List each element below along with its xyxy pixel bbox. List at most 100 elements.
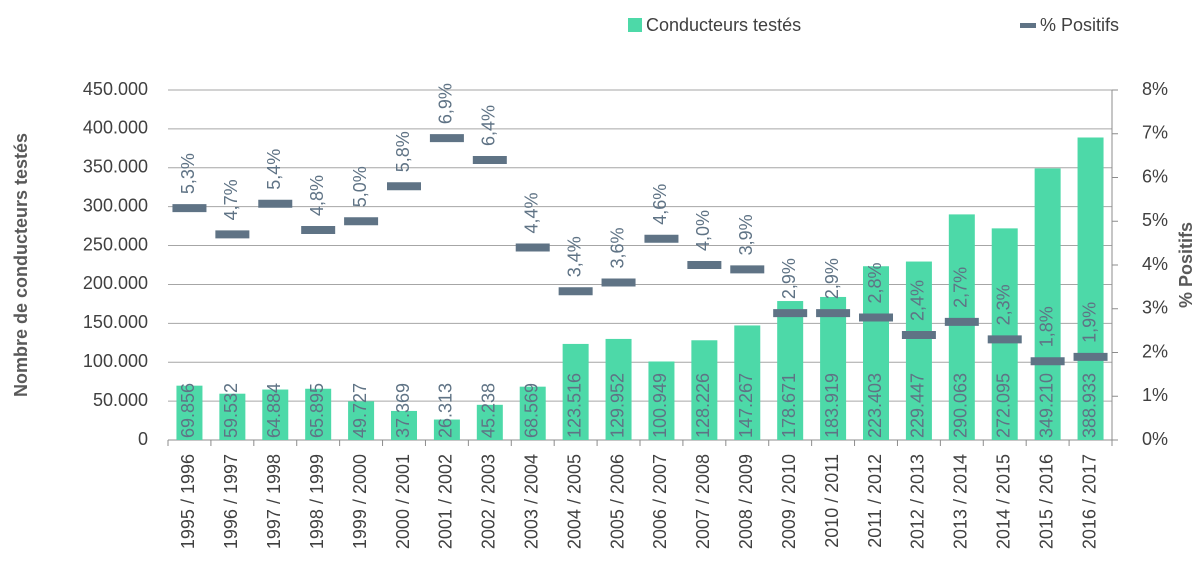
percent-label: 5,4% <box>264 149 284 190</box>
y-tick-label: 50.000 <box>93 390 148 410</box>
legend-swatch <box>1020 23 1036 28</box>
bar <box>991 228 1018 440</box>
x-tick-label: 2007 / 2008 <box>693 454 713 549</box>
bar-label: 45.238 <box>479 383 499 438</box>
percent-marker <box>472 156 507 164</box>
y-axis-title: Nombre de conducteurs testés <box>11 133 31 397</box>
percent-marker <box>816 309 851 318</box>
bar <box>905 261 932 440</box>
y-tick-label: 200.000 <box>83 273 148 293</box>
bar <box>219 393 246 440</box>
percent-label: 3,4% <box>564 236 584 277</box>
legend-label: % Positifs <box>1040 15 1119 35</box>
percent-marker <box>773 309 808 318</box>
x-tick-label: 2016 / 2017 <box>1079 454 1099 549</box>
percent-marker <box>215 230 250 239</box>
bar-label: 69.856 <box>178 383 198 438</box>
x-tick-label: 2002 / 2003 <box>479 454 499 549</box>
bar-label: 147.267 <box>736 373 756 438</box>
bar-label: 64.884 <box>264 383 284 438</box>
y2-tick-label: 7% <box>1142 123 1168 143</box>
percent-marker <box>1073 352 1108 361</box>
percent-marker <box>429 134 464 143</box>
bar <box>391 410 417 440</box>
percent-marker <box>859 313 893 322</box>
x-tick-label: 1997 / 1998 <box>264 454 284 549</box>
percent-marker <box>172 204 207 213</box>
bar-label: 100.949 <box>650 373 670 438</box>
x-tick-label: 1996 / 1997 <box>221 454 241 549</box>
percent-label: 4,4% <box>521 192 541 233</box>
x-tick-label: 2013 / 2014 <box>951 454 971 549</box>
x-tick-label: 2003 / 2004 <box>521 454 541 549</box>
bar-label: 65.895 <box>307 383 327 438</box>
percent-marker <box>344 217 379 226</box>
percent-label: 1,8% <box>1036 306 1056 347</box>
percent-label: 6,9% <box>436 83 456 124</box>
percent-marker <box>687 261 722 269</box>
percent-label: 2,3% <box>993 284 1013 325</box>
percent-marker <box>944 317 979 326</box>
percent-label: 6,4% <box>479 105 499 146</box>
percent-label: 2,8% <box>865 262 885 303</box>
bar-label: 68.569 <box>521 383 541 438</box>
percent-marker <box>901 331 936 339</box>
x-tick-label: 2015 / 2016 <box>1036 454 1056 549</box>
bar <box>176 385 203 440</box>
percent-marker <box>301 226 336 234</box>
bar-label: 26.313 <box>436 383 456 438</box>
percent-label: 4,8% <box>307 175 327 216</box>
bar <box>562 343 589 440</box>
percent-marker <box>730 265 765 274</box>
x-tick-label: 2006 / 2007 <box>650 454 670 549</box>
bar-label: 128.226 <box>693 373 713 438</box>
percent-marker <box>601 278 636 287</box>
bar <box>820 296 847 440</box>
bar <box>691 340 718 440</box>
bar-label: 229.447 <box>908 373 928 438</box>
bar <box>734 325 761 440</box>
bar-label: 178.671 <box>779 373 799 438</box>
bar-label: 290.063 <box>951 373 971 438</box>
bar <box>476 404 503 440</box>
percent-label: 2,4% <box>908 280 928 321</box>
x-tick-label: 2009 / 2010 <box>779 454 799 549</box>
percent-label: 2,9% <box>779 258 799 299</box>
bar <box>348 401 375 440</box>
bar-label: 388.933 <box>1079 373 1099 438</box>
bar-label: 349.210 <box>1036 373 1056 438</box>
y2-tick-label: 6% <box>1142 166 1168 186</box>
bar <box>1034 168 1061 441</box>
x-tick-label: 2012 / 2013 <box>908 454 928 549</box>
bar-label: 183.919 <box>822 373 842 438</box>
bar-label: 37.369 <box>393 383 413 438</box>
percent-label: 1,9% <box>1079 302 1099 343</box>
percent-marker <box>258 199 293 208</box>
bar-label: 123.516 <box>564 373 584 438</box>
percent-label: 5,8% <box>393 131 413 172</box>
percent-marker <box>515 243 550 252</box>
y-tick-label: 250.000 <box>83 234 148 254</box>
bar <box>519 386 546 440</box>
percent-marker <box>987 335 1022 344</box>
percent-label: 2,9% <box>822 258 842 299</box>
percent-marker <box>558 287 593 296</box>
bar <box>305 388 332 440</box>
percent-label: 4,6% <box>650 184 670 225</box>
x-tick-label: 2010 / 2011 <box>822 454 842 548</box>
x-tick-label: 2008 / 2009 <box>736 454 756 549</box>
y-tick-label: 450.000 <box>83 79 148 99</box>
legend-label: Conducteurs testés <box>646 15 801 35</box>
percent-label: 2,7% <box>951 267 971 308</box>
x-tick-label: 1995 / 1996 <box>178 454 198 549</box>
x-tick-label: 1999 / 2000 <box>350 454 370 549</box>
y2-axis-title: % Positifs <box>1176 222 1196 308</box>
percent-label: 5,0% <box>350 166 370 207</box>
bar <box>433 419 460 440</box>
x-tick-label: 2011 / 2012 <box>865 454 885 548</box>
percent-marker <box>1030 357 1065 366</box>
x-tick-label: 1998 / 1999 <box>307 454 327 549</box>
y2-tick-label: 4% <box>1142 254 1168 274</box>
bar <box>863 266 889 440</box>
percent-label: 3,6% <box>607 227 627 268</box>
